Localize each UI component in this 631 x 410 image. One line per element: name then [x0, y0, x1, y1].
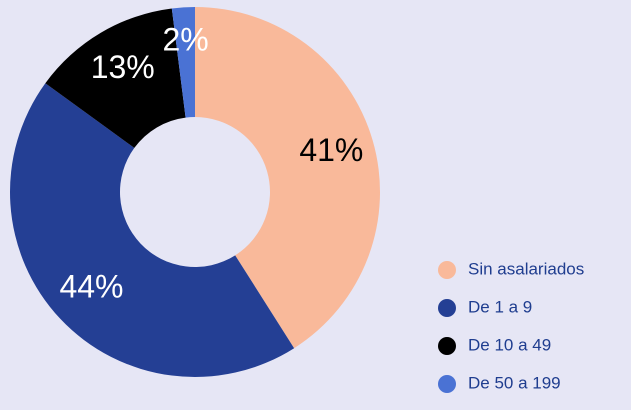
slice-label: 41% [299, 132, 363, 168]
slice-label: 13% [91, 49, 155, 85]
donut-slice [45, 8, 186, 148]
donut-slice [171, 7, 195, 118]
legend-label: De 10 a 49 [468, 335, 551, 354]
legend-label: Sin asalariados [468, 259, 584, 278]
donut-slice [9, 83, 295, 378]
slice-label: 44% [59, 269, 123, 305]
donut-slice [195, 7, 381, 349]
legend-swatch [438, 375, 456, 393]
slice-label: 2% [162, 22, 208, 58]
legend-label: De 50 a 199 [468, 373, 561, 392]
legend-swatch [438, 337, 456, 355]
legend-swatch [438, 299, 456, 317]
legend-label: De 1 a 9 [468, 297, 532, 316]
legend-swatch [438, 261, 456, 279]
